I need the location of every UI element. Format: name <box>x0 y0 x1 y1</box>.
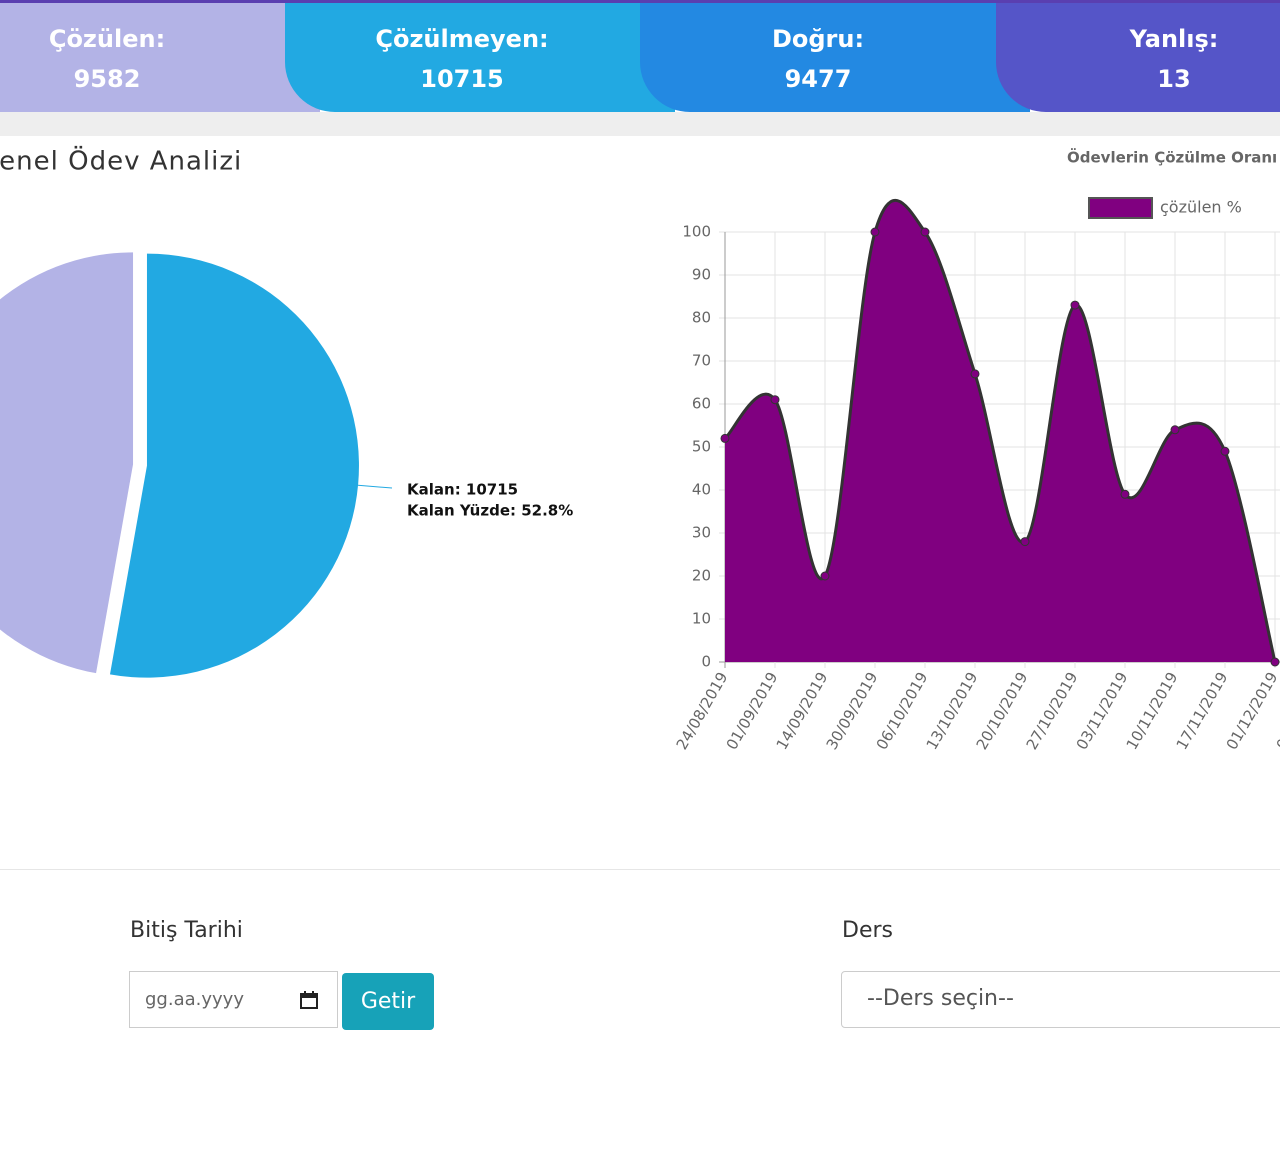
stat-card: Doğru: 9477 <box>640 3 1030 112</box>
stat-value: 13 <box>1157 65 1191 93</box>
date-placeholder: gg.aa.yyyy <box>145 989 244 1010</box>
point <box>770 395 780 405</box>
point <box>1270 657 1280 667</box>
x-tick-label: 10/11/2019 <box>1123 669 1182 753</box>
pie-slice <box>109 253 359 678</box>
x-tick-label: 17/11/2019 <box>1173 669 1232 753</box>
x-tick-label: 30/09/2019 <box>823 669 882 753</box>
x-tick-label: 24/08/2019 <box>673 669 732 753</box>
x-tick-label: 14/09/2019 <box>773 669 832 753</box>
stat-label: Yanlış: <box>1129 25 1219 53</box>
stat-card: Yanlış: 13 <box>996 3 1280 112</box>
legend-label: çözülen % <box>1160 198 1242 217</box>
y-tick-label: 70 <box>692 352 711 370</box>
point <box>1070 300 1080 310</box>
y-tick-label: 90 <box>692 266 711 284</box>
stat-value: 9582 <box>73 65 141 93</box>
point <box>1120 489 1130 499</box>
y-tick-label: 100 <box>682 223 711 241</box>
y-tick-label: 20 <box>692 567 711 585</box>
point <box>920 227 930 237</box>
leader-line <box>354 484 393 489</box>
area <box>725 200 1275 662</box>
pie-slice <box>0 252 134 674</box>
point <box>820 571 830 581</box>
band <box>0 112 1280 136</box>
x-tick-label: 03/11/2019 <box>1073 669 1132 753</box>
x-tick-label: 27/10/2019 <box>1023 669 1082 753</box>
legend-swatch <box>1088 197 1153 219</box>
y-tick-label: 50 <box>692 438 711 456</box>
date-input[interactable]: gg.aa.yyyy <box>129 971 338 1028</box>
charts: Genel Ödev Analizi Kalan: 10715 Kalan Yüzd… <box>0 145 1280 753</box>
point <box>1020 537 1030 547</box>
point <box>1220 446 1230 456</box>
y-tick-label: 80 <box>692 309 711 327</box>
y-tick-label: 60 <box>692 395 711 413</box>
y-tick-label: 0 <box>701 653 711 671</box>
stat-value: 10715 <box>420 65 504 93</box>
end-date-label: Bitiş Tarihi <box>130 918 243 943</box>
stat-value: 9477 <box>784 65 852 93</box>
x-tick-label: 06/10/2019 <box>873 669 932 753</box>
point <box>720 433 730 443</box>
submit-button[interactable]: Getir <box>342 973 434 1030</box>
x-tick-label: 20/10/2019 <box>973 669 1032 753</box>
point <box>970 369 980 379</box>
divider <box>0 869 1280 870</box>
course-select[interactable]: --Ders seçin-- <box>841 971 1280 1028</box>
stat-label: Çözülen: <box>48 25 166 53</box>
chart-title: Ödevlerin Çözülme Oranı <box>1067 148 1277 167</box>
stat-card: Çözülen: 9582 <box>0 3 320 112</box>
point <box>1170 425 1180 435</box>
stat-label: Doğru: <box>771 25 865 53</box>
pie-label: Kalan Yüzde: 52.8% <box>407 502 573 520</box>
x-tick-label: 01/09/2019 <box>723 669 782 753</box>
y-tick-label: 30 <box>692 524 711 542</box>
stat-card: Çözülmeyen: 10715 <box>285 3 675 112</box>
stat-label: Çözülmeyen: <box>375 25 549 53</box>
y-tick-label: 10 <box>692 610 711 628</box>
chart-title: Genel Ödev Analizi <box>0 145 242 177</box>
calendar-icon <box>300 991 318 1009</box>
y-tick-label: 40 <box>692 481 711 499</box>
x-tick-label: 01/12/2019 <box>1223 669 1280 753</box>
course-label: Ders <box>842 918 893 943</box>
x-tick-label: 13/10/2019 <box>923 669 982 753</box>
point <box>870 227 880 237</box>
pie-label: Kalan: 10715 <box>407 481 518 499</box>
stats-bar: Çözülen: 9582 Çözülmeyen: 10715 Doğru: 9477 Ya… <box>0 0 1280 112</box>
